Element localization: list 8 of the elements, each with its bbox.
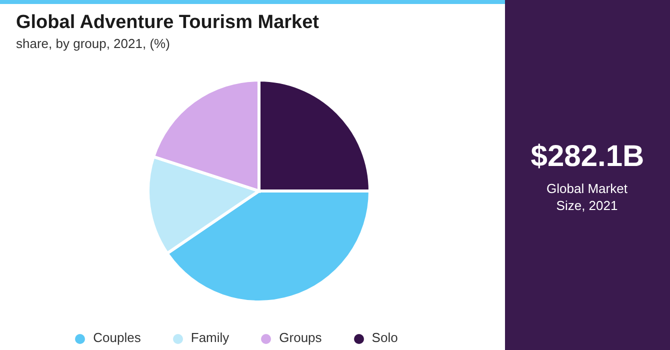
legend-label: Groups: [279, 330, 322, 345]
legend-label: Solo: [372, 330, 398, 345]
text: $282.1B: [530, 140, 646, 174]
text: Global Market Size, 2021: [546, 180, 628, 214]
legend-label: Family: [190, 330, 230, 345]
chart-title: Global Adventure Tourism Market: [16, 12, 319, 34]
legend-label: Couples: [93, 330, 141, 345]
chart-subtitle: share, by group, 2021, (%): [16, 36, 170, 51]
